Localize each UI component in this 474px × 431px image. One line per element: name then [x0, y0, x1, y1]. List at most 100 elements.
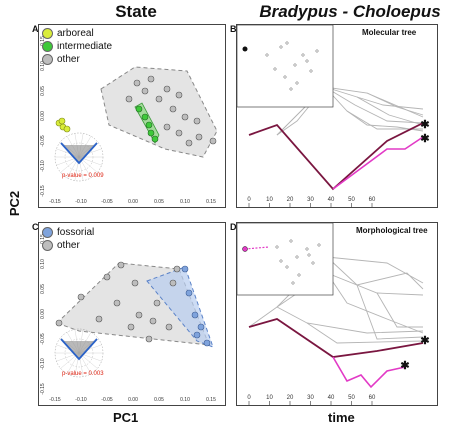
other-point — [155, 95, 163, 103]
arboreal-swatch — [42, 28, 53, 39]
other-point — [127, 323, 135, 331]
inset-point — [309, 69, 313, 73]
panel-c-legend: fossorial other — [42, 226, 94, 252]
panel-a-plot: -0.15 -0.10 -0.05 0.00 0.05 0.10 0.15 0.15 0.10 0… — [38, 24, 226, 208]
arboreal-point — [58, 117, 66, 125]
inset-highlight-point — [242, 46, 248, 52]
inset-point — [279, 259, 283, 263]
legend-label: intermediate — [57, 41, 113, 52]
y-tick-label: 0.05 — [40, 284, 46, 294]
other-point — [145, 335, 153, 343]
legend-item-other: other — [42, 239, 94, 252]
panel-a-morphospace: -0.15 -0.10 -0.05 0.00 0.05 0.10 0.15 0.15 0.10 0… — [40, 36, 218, 205]
other-point — [153, 299, 161, 307]
other-point — [163, 123, 171, 131]
fossorial-point — [203, 339, 211, 347]
panel-b-phylomorphospace: 0 10 20 30 40 50 60 ✱ ✱ — [237, 25, 430, 207]
inset-point — [285, 41, 289, 45]
legend-item-fossorial: fossorial — [42, 226, 94, 239]
inset-point — [283, 75, 287, 79]
x-tick-label: 0.15 — [206, 397, 216, 403]
panel-b-letter: B — [230, 24, 237, 34]
grey-lineage — [376, 292, 423, 328]
inset-point — [275, 245, 279, 249]
y-tick-label: 0.00 — [40, 111, 46, 121]
panel-c-letter: C — [32, 222, 39, 232]
legend-label: other — [57, 240, 80, 251]
grey-lineage — [366, 92, 424, 116]
pc2-axis-title: PC2 — [7, 190, 23, 217]
x-tick-label: -0.15 — [49, 199, 61, 205]
state-column-title: State — [115, 2, 157, 21]
y-tick-label: 0.10 — [40, 61, 46, 71]
grey-lineage — [326, 256, 424, 290]
legend-item-intermediate: intermediate — [42, 40, 112, 53]
fossorial-point — [193, 331, 201, 339]
inset-point — [285, 265, 289, 269]
y-tick-label: 0.10 — [40, 259, 46, 269]
grey-lineage — [356, 284, 424, 340]
panel-d-plot: 0 10 20 30 40 50 60 ✱ ✱ — [236, 222, 438, 406]
y-tick-label: 0.15 — [40, 234, 46, 244]
legend-label: arboreal — [57, 28, 94, 39]
y-tick-label: -0.15 — [40, 185, 46, 197]
other-point — [163, 85, 171, 93]
other-point — [117, 261, 125, 269]
other-point — [195, 133, 203, 141]
inset-point — [293, 63, 297, 67]
panel-a-letter: A — [32, 24, 39, 34]
other-point — [209, 137, 217, 145]
other-point — [95, 315, 103, 323]
fossorial-hull — [146, 266, 214, 348]
other-point — [165, 323, 173, 331]
y-tick-label: 0.15 — [40, 36, 46, 46]
other-point — [133, 79, 141, 87]
time-tick-label: 10 — [266, 395, 273, 401]
inset-frame — [237, 25, 334, 108]
panel-a-legend: arboreal intermediate other — [42, 27, 112, 66]
fossorial-swatch — [42, 227, 53, 238]
inset-point — [301, 53, 305, 57]
y-tick-label: -0.15 — [40, 383, 46, 395]
time-tick-label: 10 — [266, 197, 273, 203]
x-tick-label: 0.10 — [180, 199, 190, 205]
inset-point — [317, 243, 321, 247]
other-point — [113, 299, 121, 307]
time-tick-label: 30 — [307, 197, 314, 203]
grey-lineage — [276, 86, 424, 136]
time-axis-title: time — [328, 410, 355, 425]
inset-point — [265, 53, 269, 57]
panel-d-letter: D — [230, 222, 237, 232]
bradypus-tip-star: ✱ — [420, 119, 429, 131]
inset-point — [295, 255, 299, 259]
x-tick-label: 0.05 — [154, 397, 164, 403]
other-point — [193, 117, 201, 125]
panel-d-phylomorphospace: 0 10 20 30 40 50 60 ✱ ✱ — [237, 223, 430, 405]
choloepus-tip-star: ✱ — [420, 133, 429, 145]
grey-lineage — [356, 96, 424, 126]
legend-label: other — [57, 54, 80, 65]
x-tick-label: 0.05 — [154, 199, 164, 205]
time-tick-label: 50 — [348, 197, 355, 203]
other-point — [175, 91, 183, 99]
legend-item-arboreal: arboreal — [42, 27, 112, 40]
inset-point — [289, 87, 293, 91]
inset-point — [279, 45, 283, 49]
time-tick-label: 60 — [369, 395, 376, 401]
inset-highlight-point — [242, 246, 248, 252]
other-point — [131, 279, 139, 287]
fossorial-point — [191, 311, 199, 319]
x-tick-label: -0.05 — [101, 199, 113, 205]
inset-point — [295, 81, 299, 85]
other-point — [169, 279, 177, 287]
other-swatch — [42, 54, 53, 65]
inset-point — [289, 239, 293, 243]
y-tick-label: -0.05 — [40, 333, 46, 345]
choloepus-tip-star: ✱ — [400, 360, 409, 372]
time-tick-label: 20 — [287, 395, 294, 401]
grey-lineage — [306, 322, 424, 344]
x-tick-label: -0.05 — [101, 397, 113, 403]
y-tick-label: 0.00 — [40, 309, 46, 319]
other-point — [185, 139, 193, 147]
intermediate-swatch — [42, 41, 53, 52]
